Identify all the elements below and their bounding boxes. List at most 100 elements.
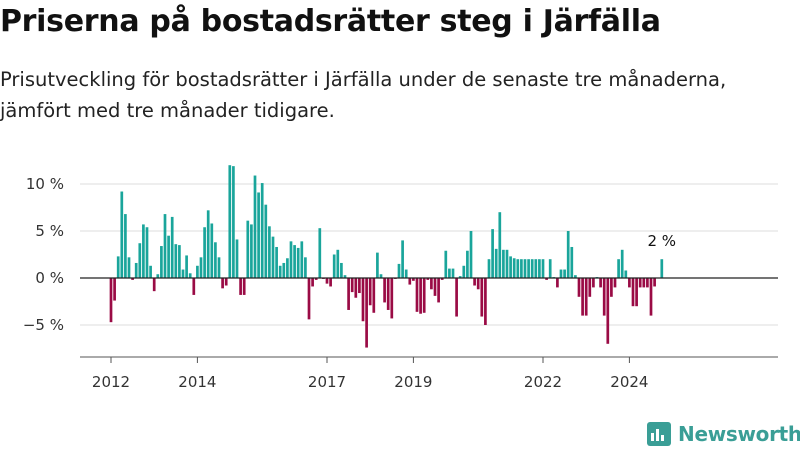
gridlines [80, 183, 778, 326]
bar [163, 214, 167, 278]
bar [606, 278, 610, 344]
bar [134, 262, 138, 278]
bar [383, 278, 386, 303]
bar [556, 278, 559, 288]
y-axis: 10 % 5 % 0 % −5 % [23, 175, 64, 334]
bar [559, 269, 563, 278]
bar [181, 269, 185, 278]
bar [232, 166, 235, 278]
bar [397, 263, 401, 278]
bar [246, 220, 250, 278]
bar [286, 258, 289, 278]
bar [491, 229, 494, 278]
bar [332, 254, 336, 278]
bar [160, 246, 163, 278]
bar-chart-icon [647, 422, 671, 446]
bar [192, 278, 196, 295]
bar [610, 278, 613, 297]
bar [138, 243, 142, 278]
bar [296, 247, 300, 278]
bar [307, 278, 311, 320]
bar [444, 250, 448, 278]
bar [408, 278, 412, 285]
bar [419, 278, 422, 314]
bar [318, 228, 322, 278]
bar [228, 165, 232, 278]
bar [581, 278, 584, 316]
x-tick-label: 2022 [524, 373, 562, 391]
bar [257, 192, 260, 278]
bar [152, 278, 156, 292]
bar [574, 275, 577, 278]
bar [404, 269, 408, 278]
bar [584, 278, 588, 316]
bar [203, 227, 206, 278]
bar [516, 259, 520, 278]
bar [336, 249, 340, 278]
bar [329, 278, 332, 287]
bar [188, 273, 192, 278]
bar [304, 257, 307, 278]
bar [624, 270, 628, 278]
bar [649, 278, 653, 316]
chart-subtitle: Prisutveckling för bostadsrätter i Järfä… [0, 68, 727, 122]
bar [131, 278, 134, 280]
bar [628, 278, 631, 288]
bar [602, 278, 606, 316]
logo-text: Newsworthy [678, 422, 800, 446]
bar [264, 204, 268, 278]
bar [358, 278, 361, 294]
bar [430, 278, 433, 290]
bar [401, 240, 404, 278]
bar [570, 246, 574, 278]
bar [206, 210, 210, 278]
bar [350, 278, 354, 293]
bar [314, 278, 318, 280]
x-tick-label: 2014 [178, 373, 216, 391]
bar [260, 183, 264, 278]
bar [487, 259, 491, 278]
bar [113, 278, 116, 301]
bar [253, 175, 257, 278]
bar [271, 236, 275, 278]
bar [635, 278, 638, 307]
bar [347, 278, 350, 310]
data-labels: 2 % [648, 232, 677, 250]
bar [282, 262, 286, 278]
bar [577, 278, 581, 297]
bar [617, 259, 620, 278]
bar [221, 278, 224, 289]
x-tick-label: 2024 [610, 373, 648, 391]
bar [440, 278, 444, 280]
bar [242, 278, 246, 295]
bar [592, 278, 595, 288]
bar [311, 278, 314, 287]
x-tick-label: 2012 [92, 373, 130, 391]
bar [145, 227, 149, 278]
bar [372, 278, 376, 313]
bar [376, 252, 379, 278]
bar [167, 235, 170, 278]
bar [473, 278, 476, 286]
bar [422, 278, 426, 313]
bar [415, 278, 419, 312]
bar [178, 245, 181, 278]
bar [437, 278, 440, 303]
bar [325, 278, 329, 284]
bar [545, 278, 548, 280]
bar [433, 278, 437, 296]
bar [646, 278, 649, 288]
bar [509, 256, 512, 278]
x-tick-label: 2019 [394, 373, 432, 391]
bar [390, 278, 394, 319]
bar [563, 269, 566, 278]
bars [80, 165, 778, 348]
bar [239, 278, 242, 295]
bar [156, 274, 160, 278]
bar [124, 214, 127, 278]
bar [631, 278, 635, 307]
bar [469, 231, 473, 278]
bar [379, 274, 383, 278]
bar [300, 241, 304, 278]
bar [174, 244, 178, 278]
